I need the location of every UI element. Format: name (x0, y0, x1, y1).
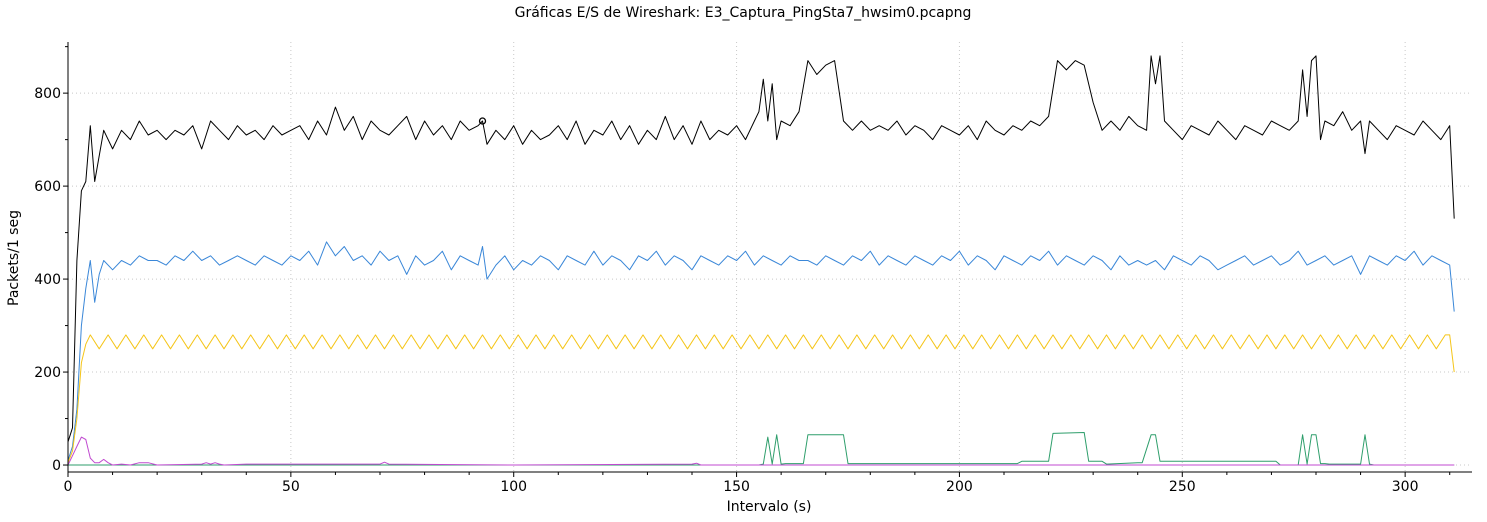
x-axis-title: Intervalo (s) (727, 499, 812, 515)
chart-title: Gráficas E/S de Wireshark: E3_Captura_Pi… (515, 5, 972, 21)
y-axis-title: Packets/1 seg (6, 210, 22, 306)
x-tick-label: 300 (1392, 479, 1419, 495)
y-tick-label: 200 (34, 365, 61, 381)
x-tick-label: 50 (282, 479, 300, 495)
series-group (67, 55, 1455, 466)
axes (67, 42, 1472, 473)
series-line-4 (68, 432, 1455, 466)
y-tick-label: 600 (34, 179, 61, 195)
x-tick-label: 150 (723, 479, 750, 495)
series-line-5 (67, 436, 1455, 466)
axis-ticks: 0 50 100 150 200 250 300 0 200 400 600 800 (34, 46, 1451, 495)
x-tick-label: 200 (946, 479, 973, 495)
x-tick-label: 250 (1169, 479, 1196, 495)
y-tick-label: 400 (34, 272, 61, 288)
series-line-2 (67, 241, 1455, 461)
series-line-3 (67, 334, 1455, 463)
y-tick-label: 0 (52, 458, 61, 474)
cursor-marker (478, 117, 487, 125)
y-tick-label: 800 (34, 86, 61, 102)
x-tick-label: 0 (64, 479, 73, 495)
x-tick-label: 100 (500, 479, 527, 495)
series-line-1 (67, 55, 1455, 442)
